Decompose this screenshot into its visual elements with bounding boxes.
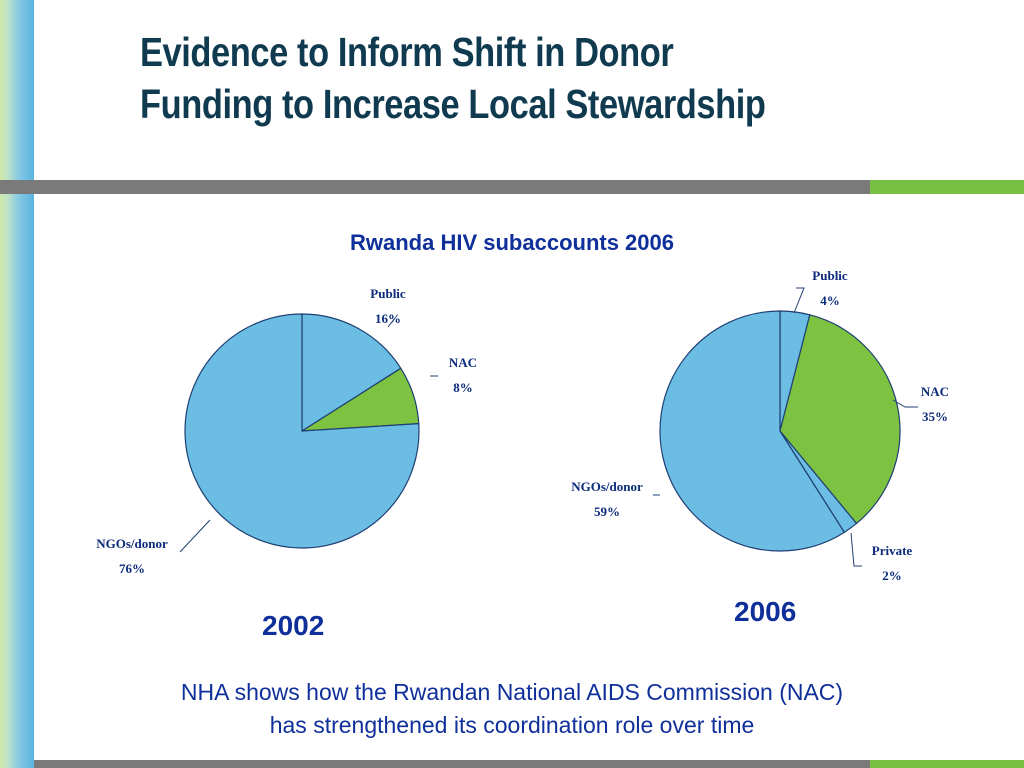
top-divider-green xyxy=(870,180,1024,194)
pie-slice-2002-ngos-donor xyxy=(184,313,420,549)
slice-value-2002-nac: 8% xyxy=(453,380,473,395)
slice-label-2002-ngos-donor: NGOs/donor xyxy=(96,536,168,551)
pie-slice-2002-public xyxy=(301,313,402,433)
slide-title-line-2: Funding to Increase Local Stewardship xyxy=(140,81,766,127)
slice-value-2006-public: 4% xyxy=(820,293,840,308)
leader-line-2002-public xyxy=(387,317,396,328)
slice-label-2002-nac: NAC xyxy=(449,355,477,370)
slice-value-2002-public: 16% xyxy=(375,311,401,326)
slice-label-2006-private: Private xyxy=(872,543,913,558)
bottom-divider-green xyxy=(870,760,1024,768)
pie-slice-2006-ngos-donor xyxy=(659,310,846,552)
leader-line-2006-nac xyxy=(892,399,918,408)
slice-label-2006-ngos-donor: NGOs/donor xyxy=(571,479,643,494)
slice-value-2006-private: 2% xyxy=(882,568,902,583)
bottom-divider-gray xyxy=(34,760,870,768)
caption-line-1: NHA shows how the Rwandan National AIDS … xyxy=(180,679,844,705)
leader-line-2002-ngos-donor xyxy=(179,519,211,553)
slice-label-2006-nac: NAC xyxy=(921,384,949,399)
left-decorative-band xyxy=(0,0,34,768)
slice-label-2006-public: Public xyxy=(812,268,848,283)
leader-line-2006-public xyxy=(793,287,805,314)
slice-value-2002-ngos-donor: 76% xyxy=(119,561,145,576)
slide-title: Evidence to Inform Shift in Donor Fundin… xyxy=(140,26,862,130)
pie-chart-2006: Public 4% NAC 35% Private 2% NGOs/donor 59% xyxy=(571,268,949,583)
slide-caption: NHA shows how the Rwandan National AIDS … xyxy=(60,676,964,742)
slice-value-2006-ngos-donor: 59% xyxy=(594,504,620,519)
top-divider-gray xyxy=(0,180,870,194)
leader-line-2006-private xyxy=(850,532,862,567)
pie-chart-2002: Public 16% NAC 8% NGOs/donor 76% xyxy=(96,286,477,576)
chart-title: Rwanda HIV subaccounts 2006 xyxy=(350,230,674,255)
caption-line-2: has strengthened its coordination role o… xyxy=(269,712,755,738)
slice-value-2006-nac: 35% xyxy=(922,409,948,424)
pie-slice-2006-nac xyxy=(779,314,901,525)
slice-label-2002-public: Public xyxy=(370,286,406,301)
slide-title-line-1: Evidence to Inform Shift in Donor xyxy=(140,29,674,75)
year-label-2002: 2002 xyxy=(262,610,325,641)
year-label-2006: 2006 xyxy=(734,596,797,627)
